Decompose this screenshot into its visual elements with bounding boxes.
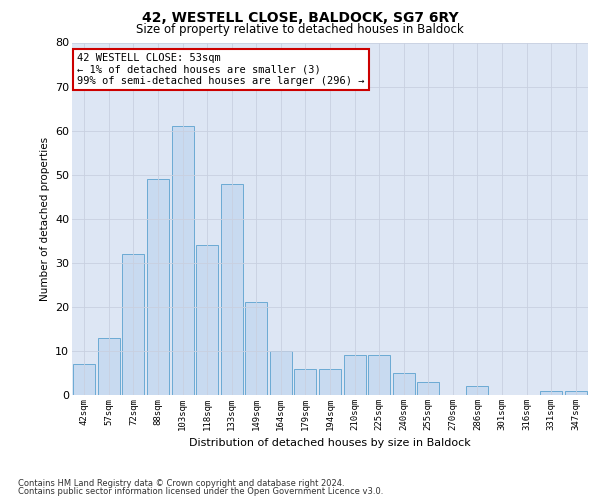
- Text: 42, WESTELL CLOSE, BALDOCK, SG7 6RY: 42, WESTELL CLOSE, BALDOCK, SG7 6RY: [142, 12, 458, 26]
- Bar: [147, 179, 169, 395]
- Bar: [221, 184, 243, 395]
- Bar: [344, 356, 365, 395]
- Bar: [98, 338, 120, 395]
- Y-axis label: Number of detached properties: Number of detached properties: [40, 136, 50, 301]
- Bar: [245, 302, 268, 395]
- Bar: [196, 245, 218, 395]
- Bar: [540, 390, 562, 395]
- Bar: [565, 390, 587, 395]
- Bar: [270, 351, 292, 395]
- X-axis label: Distribution of detached houses by size in Baldock: Distribution of detached houses by size …: [189, 438, 471, 448]
- Bar: [417, 382, 439, 395]
- Bar: [392, 373, 415, 395]
- Bar: [295, 368, 316, 395]
- Bar: [122, 254, 145, 395]
- Bar: [319, 368, 341, 395]
- Text: Contains public sector information licensed under the Open Government Licence v3: Contains public sector information licen…: [18, 487, 383, 496]
- Bar: [368, 356, 390, 395]
- Text: Contains HM Land Registry data © Crown copyright and database right 2024.: Contains HM Land Registry data © Crown c…: [18, 478, 344, 488]
- Bar: [172, 126, 194, 395]
- Text: 42 WESTELL CLOSE: 53sqm
← 1% of detached houses are smaller (3)
99% of semi-deta: 42 WESTELL CLOSE: 53sqm ← 1% of detached…: [77, 53, 365, 86]
- Bar: [73, 364, 95, 395]
- Bar: [466, 386, 488, 395]
- Text: Size of property relative to detached houses in Baldock: Size of property relative to detached ho…: [136, 24, 464, 36]
